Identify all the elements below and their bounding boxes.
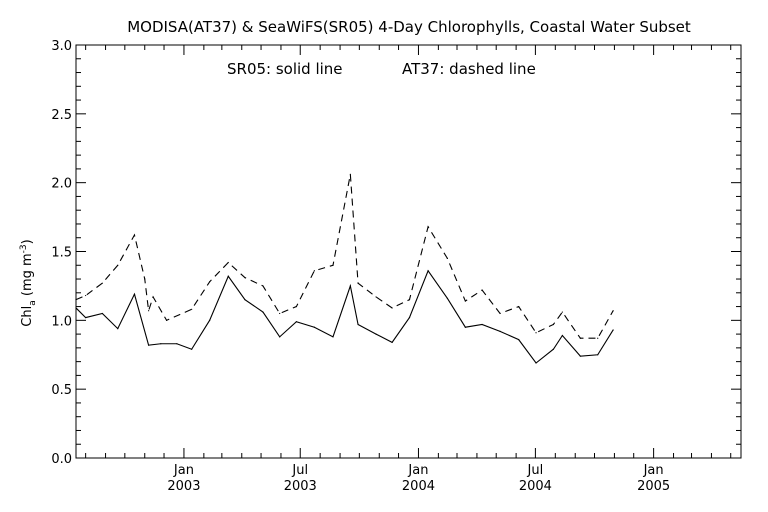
data-point-at37 bbox=[85, 294, 87, 297]
data-point-sr05 bbox=[499, 330, 501, 332]
y-tick-label: 0.5 bbox=[51, 383, 72, 398]
data-point-at37 bbox=[262, 285, 264, 287]
data-point-sr05 bbox=[612, 329, 614, 331]
data-point-at37 bbox=[295, 305, 297, 308]
data-point-sr05 bbox=[446, 297, 448, 299]
x-tick-label-year: 2003 bbox=[167, 479, 200, 494]
plot-axes bbox=[75, 44, 742, 459]
x-tick-label-year: 2004 bbox=[519, 479, 552, 494]
y-tick-label: 0.0 bbox=[51, 452, 72, 467]
data-point-at37 bbox=[227, 261, 229, 264]
chart-title: MODISA(AT37) & SeaWiFS(SR05) 4-Day Chlor… bbox=[127, 18, 691, 36]
data-point-sr05 bbox=[244, 299, 246, 301]
data-point-sr05 bbox=[133, 293, 136, 295]
data-point-sr05 bbox=[579, 355, 581, 357]
data-point-at37 bbox=[552, 323, 554, 326]
data-point-at37 bbox=[332, 264, 334, 266]
data-point-at37 bbox=[427, 226, 429, 228]
data-point-sr05 bbox=[209, 319, 211, 321]
data-point-at37 bbox=[535, 332, 537, 334]
x-tick-label-month: Jan bbox=[173, 463, 194, 478]
data-point-sr05 bbox=[160, 343, 162, 345]
data-point-at37 bbox=[357, 282, 359, 284]
data-point-at37 bbox=[518, 305, 520, 308]
data-point-sr05 bbox=[176, 343, 178, 345]
data-point-sr05 bbox=[518, 339, 520, 341]
series-line-sr05 bbox=[75, 269, 614, 364]
y-tick-label: 3.0 bbox=[51, 39, 72, 54]
data-point-at37 bbox=[481, 289, 483, 291]
data-point-sr05 bbox=[408, 316, 411, 319]
data-point-at37 bbox=[464, 300, 466, 302]
data-point-sr05 bbox=[191, 348, 193, 350]
y-tick-label: 1.5 bbox=[51, 246, 72, 261]
x-tick-label-month: Jan bbox=[407, 463, 428, 478]
data-point-at37 bbox=[499, 312, 501, 315]
series-group bbox=[75, 173, 614, 364]
data-point-at37 bbox=[446, 257, 448, 259]
y-tick-label: 1.0 bbox=[51, 314, 72, 329]
data-point-sr05 bbox=[561, 334, 563, 337]
data-point-at37 bbox=[279, 312, 281, 315]
data-point-sr05 bbox=[481, 323, 483, 326]
data-point-sr05 bbox=[148, 344, 150, 346]
x-tick-label-month: Jul bbox=[527, 463, 544, 478]
data-point-sr05 bbox=[464, 326, 466, 328]
x-tick-label-year: 2005 bbox=[637, 479, 670, 494]
data-point-sr05 bbox=[117, 327, 119, 330]
data-point-sr05 bbox=[75, 307, 77, 309]
data-point-at37 bbox=[133, 234, 136, 236]
data-point-at37 bbox=[101, 282, 103, 284]
data-point-at37 bbox=[144, 278, 146, 280]
data-point-at37 bbox=[408, 299, 411, 301]
x-tick-label-month: Jan bbox=[643, 463, 664, 478]
data-point-sr05 bbox=[313, 326, 315, 328]
y-axis-ticks: 0.0 0.5 1.0 1.5 2.0 2.5 3.0 bbox=[51, 39, 741, 467]
data-point-at37 bbox=[612, 310, 614, 312]
data-point-at37 bbox=[152, 296, 154, 298]
data-point-at37 bbox=[349, 173, 351, 176]
data-point-sr05 bbox=[295, 321, 297, 323]
data-point-at37 bbox=[561, 311, 563, 313]
data-point-sr05 bbox=[427, 270, 429, 272]
data-point-sr05 bbox=[227, 275, 229, 277]
data-point-at37 bbox=[313, 270, 315, 272]
series-line-at37 bbox=[75, 174, 614, 339]
data-point-at37 bbox=[209, 281, 211, 283]
annotation-solid-line: SR05: solid line bbox=[227, 60, 343, 78]
data-point-at37 bbox=[165, 319, 168, 321]
data-point-sr05 bbox=[597, 354, 599, 356]
data-point-at37 bbox=[375, 296, 377, 298]
data-point-sr05 bbox=[375, 333, 377, 335]
x-tick-label-year: 2004 bbox=[402, 479, 435, 494]
annotation-dashed-line: AT37: dashed line bbox=[402, 60, 536, 78]
data-point-at37 bbox=[244, 277, 246, 279]
data-point-sr05 bbox=[262, 311, 264, 313]
x-tick-label-month: Jul bbox=[291, 463, 308, 478]
data-point-sr05 bbox=[552, 348, 554, 350]
data-point-at37 bbox=[391, 307, 393, 309]
data-point-sr05 bbox=[357, 323, 359, 326]
data-point-at37 bbox=[148, 310, 150, 312]
y-tick-label: 2.5 bbox=[51, 108, 72, 123]
y-tick-label: 2.0 bbox=[51, 177, 72, 192]
data-point-at37 bbox=[597, 337, 599, 339]
data-point-sr05 bbox=[332, 336, 334, 338]
data-point-sr05 bbox=[101, 312, 103, 315]
x-tick-label-year: 2003 bbox=[284, 479, 317, 494]
data-point-at37 bbox=[191, 308, 193, 310]
plot-frame bbox=[75, 44, 742, 459]
data-point-at37 bbox=[579, 337, 581, 339]
data-point-sr05 bbox=[279, 336, 281, 338]
data-point-sr05 bbox=[391, 341, 393, 343]
data-point-sr05 bbox=[535, 362, 537, 364]
data-point-sr05 bbox=[85, 316, 87, 319]
data-point-at37 bbox=[117, 264, 119, 266]
data-point-at37 bbox=[75, 299, 77, 301]
data-point-sr05 bbox=[349, 285, 351, 287]
y-axis-label: Chla (mg m-3) bbox=[19, 239, 38, 326]
